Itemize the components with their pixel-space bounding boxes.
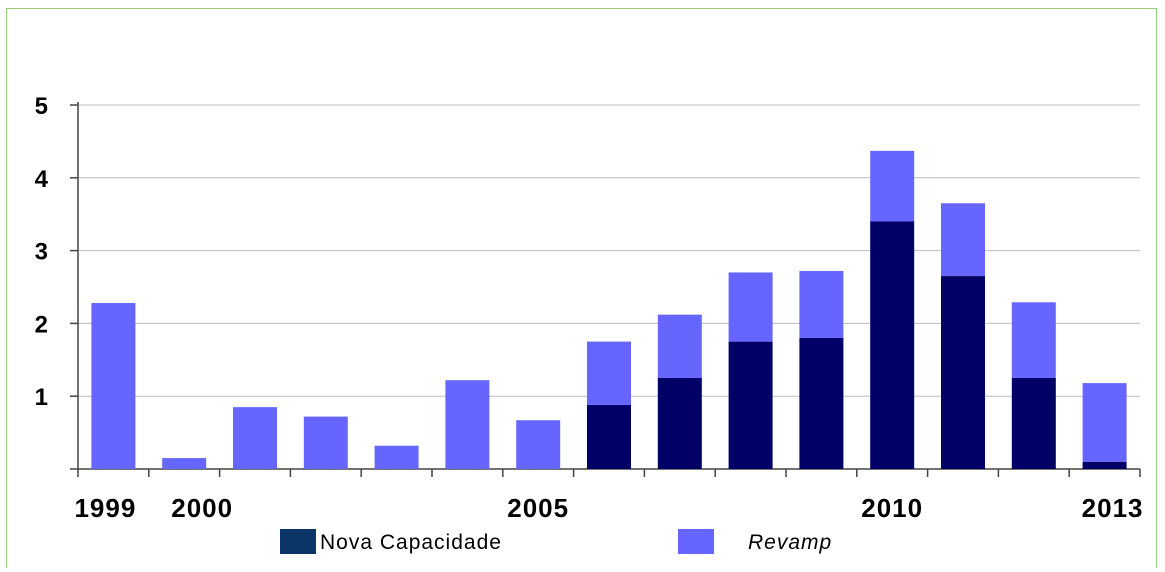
x-tick-label: 2000 <box>171 493 233 523</box>
bar-revamp-2005 <box>516 420 561 469</box>
legend-label-revamp: Revamp <box>748 531 832 554</box>
bar-revamp-2006 <box>587 341 631 405</box>
bar-revamp-2000 <box>162 458 207 469</box>
y-tick-label: 2 <box>35 311 48 338</box>
bar-revamp-2002 <box>303 416 348 469</box>
bar-revamp-2001 <box>233 407 277 469</box>
legend-label-nova-capacidade: Nova Capacidade <box>320 531 502 554</box>
bar-revamp-2009 <box>799 270 844 338</box>
y-tick-label: 3 <box>35 239 48 266</box>
bar-nova-capacidade-2008 <box>728 341 773 469</box>
bar-revamp-2008 <box>728 272 773 342</box>
legend-swatch-nova-capacidade <box>280 529 316 554</box>
bar-revamp-1999 <box>91 303 136 469</box>
bar-revamp-2011 <box>941 203 985 277</box>
bar-nova-capacidade-2009 <box>799 337 844 469</box>
legend-swatch-revamp <box>678 529 714 554</box>
chart-frame <box>6 8 1157 568</box>
y-tick-label: 1 <box>35 384 48 411</box>
y-tick-label: 5 <box>35 93 48 120</box>
bar-nova-capacidade-2007 <box>657 378 702 469</box>
bar-nova-capacidade-2006 <box>587 404 631 469</box>
y-tick-label: 4 <box>35 166 49 193</box>
bar-nova-capacidade-2013 <box>1082 461 1127 469</box>
bar-nova-capacidade-2012 <box>1011 378 1056 469</box>
x-tick-label: 2010 <box>861 493 923 523</box>
bar-nova-capacidade-2010 <box>870 221 915 469</box>
bar-nova-capacidade-2011 <box>941 276 985 469</box>
bar-revamp-2003 <box>374 445 419 469</box>
bar-revamp-2007 <box>657 314 702 378</box>
bar-revamp-2013 <box>1082 383 1127 462</box>
bar-revamp-2012 <box>1011 302 1056 378</box>
bar-revamp-2010 <box>870 150 915 222</box>
x-tick-label: 2005 <box>507 493 569 523</box>
bar-revamp-2004 <box>445 380 490 469</box>
x-tick-label: 1999 <box>74 493 136 523</box>
x-tick-label: 2013 <box>1082 493 1144 523</box>
